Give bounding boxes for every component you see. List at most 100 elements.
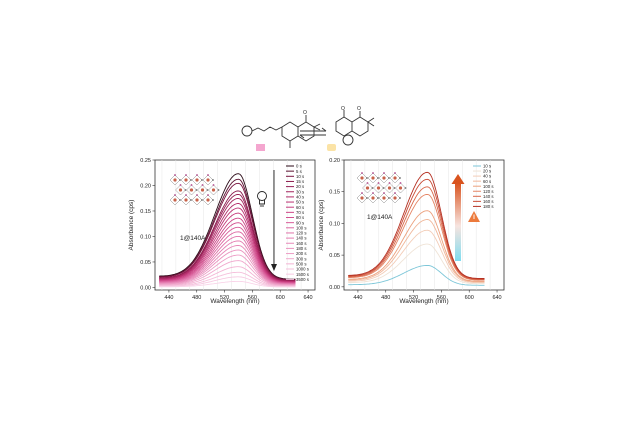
left-legend-label: 140 s [296,236,307,241]
left-legend-label: 80 s [296,215,304,220]
right-x-ticks: 440 480 520 560 600 640 [353,290,502,301]
right-y-tick-label: 0.00 [329,285,340,291]
left-spectrum-line [159,203,296,282]
right-x-tick-label: 560 [437,295,446,301]
right-panel: 440 480 520 560 600 640 0.000.050.100.150.20 … [318,158,505,305]
right-legend-label: 160 s [483,199,494,204]
heat-warning-icon [468,211,480,222]
left-legend-label: 15 s [296,179,304,184]
right-y-tick-label: 0.15 [329,190,340,196]
left-y-tick-label: 0.00 [140,285,151,291]
right-x-tick-label: 440 [353,295,362,301]
svg-text:O: O [341,106,345,112]
right-sample-label: 1@140A [367,214,393,221]
right-legend-label: 20 s [483,169,491,174]
left-legend-label: 5 s [296,169,302,174]
right-x-axis-label: Wavelength (nm) [399,298,448,305]
left-spectrum-line [159,212,296,283]
increase-arrow [451,174,465,261]
reaction-scheme: O O O [241,106,375,151]
right-mof-structure-image [356,172,407,204]
left-legend-label: 160 s [296,241,307,246]
right-spectrum-line [348,219,485,283]
left-x-tick-label: 440 [164,295,173,301]
svg-text:O: O [357,106,361,112]
right-x-tick-label: 640 [492,295,501,301]
right-y-tick-label: 0.10 [329,221,340,227]
left-legend-label: 30 s [296,189,304,194]
left-legend-label: 1000 s [296,267,309,272]
left-x-ticks: 440 480 520 560 600 640 [164,290,313,301]
right-spectrum-line [348,193,485,281]
svg-text:O: O [303,110,307,116]
left-y-tick-label: 0.10 [140,234,151,240]
left-y-tick-label: 0.25 [140,158,151,164]
left-legend-label: 40 s [296,195,304,200]
left-spectrum-line [159,276,296,288]
left-spectrum-line [159,280,296,288]
left-spectra [159,173,296,288]
right-y-ticks: 0.00 0.05 0.10 0.15 0.20 [329,158,344,291]
left-x-axis-label: Wavelength (nm) [210,298,259,305]
lightbulb-icon [257,191,267,207]
left-spectrum-line [159,266,296,287]
left-x-tick-label: 600 [276,295,285,301]
right-spectrum-line [348,210,485,282]
right-y-axis-label: Absorbance (cps) [318,200,325,251]
right-legend-label: 100 s [483,184,494,189]
spiropyran-structure-closed: O O [335,106,375,146]
right-legend-label: 60 s [483,179,491,184]
left-sample-label: 1@140A [180,235,206,242]
right-gridlines [350,160,491,290]
right-spectrum-line [348,243,485,285]
left-legend-label: 90 s [296,220,304,225]
left-legend-label: 20 s [296,184,304,189]
left-spectrum-line [159,207,296,283]
left-spectrum-line [159,240,296,285]
right-legend-label: 140 s [483,194,494,199]
left-panel: 440 480 520 560 600 640 0.000.050.100.150.200… [128,158,316,305]
left-spectrum-line [159,271,296,287]
left-legend-label: 300 s [296,256,307,261]
right-legend-label: 120 s [483,189,494,194]
left-spectrum-line [159,217,296,283]
right-spectra [348,171,485,286]
left-spectrum-line [159,235,296,285]
left-legend-label: 0 s [296,164,302,169]
right-x-tick-label: 520 [409,295,418,301]
left-legend-label: 60 s [296,205,304,210]
right-legend-label: 40 s [483,174,491,179]
left-y-axis-label: Absorbance (cps) [128,200,135,251]
equilibrium-arrows [299,127,327,139]
left-spectrum-line [159,182,296,281]
left-x-tick-label: 640 [303,295,312,301]
left-spectrum-line [159,249,296,286]
right-plot-frame [343,159,505,291]
right-x-tick-label: 480 [381,295,390,301]
right-legend-label: 10 s [483,164,491,169]
decrease-arrow [271,170,277,271]
left-spectrum-line [159,245,296,285]
left-legend-label: 500 s [296,261,307,266]
left-spectrum-line [159,260,296,286]
left-plot-frame [154,159,316,291]
left-legend: 0 s5 s10 s15 s20 s30 s40 s50 s60 s70 s80… [286,164,309,282]
left-y-tick-label: 0.15 [140,209,151,215]
left-y-tick-label: 0.05 [140,260,151,266]
right-spectrum-line [348,229,485,284]
left-x-tick-label: 560 [248,295,257,301]
right-spectrum-line [348,171,485,279]
left-x-tick-label: 480 [192,295,201,301]
left-mof-structure-image [169,174,220,206]
left-spectrum-line [159,254,296,286]
left-legend-label: 70 s [296,210,304,215]
right-swatch [327,144,336,151]
right-spectrum-line [348,186,485,280]
spiropyran-structure-open: O [241,110,321,148]
left-legend-label: 100 s [296,225,307,230]
left-legend-label: 1500 s [296,272,309,277]
left-legend-label: 3500 s [296,277,309,282]
left-legend-label: 180 s [296,246,307,251]
